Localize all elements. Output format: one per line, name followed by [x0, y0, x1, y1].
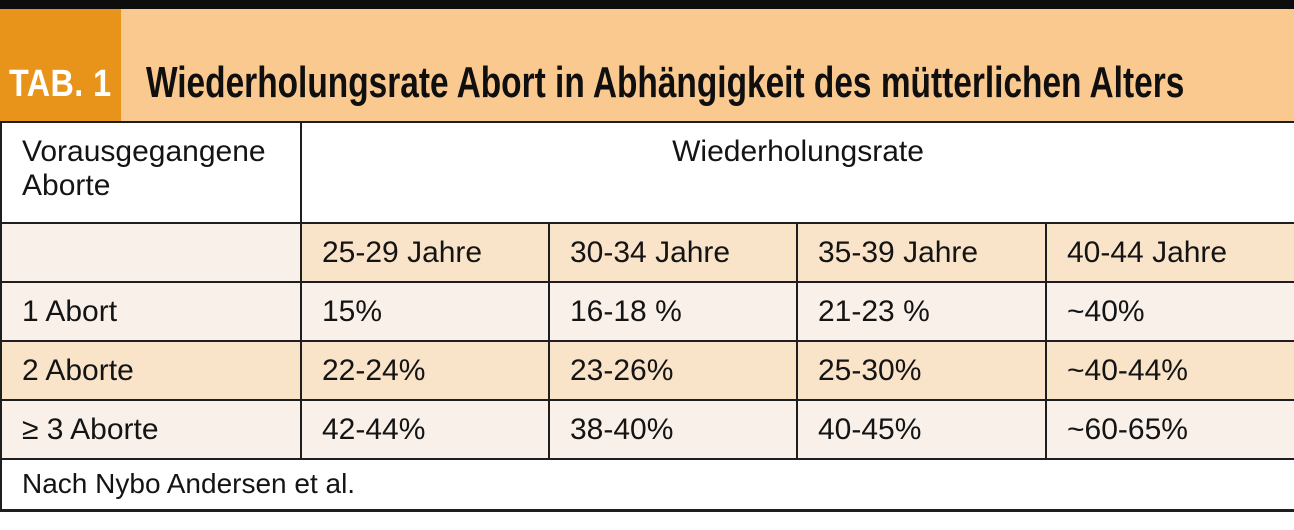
- row-label: ≥ 3 Aborte: [0, 399, 302, 460]
- value-cell: 22-24%: [300, 340, 550, 401]
- value-cell: 16-18 %: [548, 281, 798, 342]
- age-column-header: 35-39 Jahre: [796, 222, 1047, 283]
- group-header-cell: Wiederholungsrate: [300, 121, 1294, 224]
- table-row: ≥ 3 Aborte 42-44% 38-40% 40-45% ~60-65%: [0, 399, 1294, 460]
- age-column-header: 25-29 Jahre: [300, 222, 550, 283]
- table-header-row: Vorausgegangene Aborte Wiederholungsrate: [0, 121, 1294, 224]
- value-cell: 21-23 %: [796, 281, 1047, 342]
- source-note: Nach Nybo Andersen et al.: [0, 458, 1294, 511]
- figure-title: Wiederholungsrate Abort in Abhängigkeit …: [145, 58, 1184, 107]
- source-row: Nach Nybo Andersen et al.: [0, 458, 1294, 511]
- table-number-badge: TAB. 1: [0, 9, 121, 121]
- table-number-label: TAB. 1: [9, 63, 112, 105]
- row-label: 2 Aborte: [0, 340, 302, 401]
- value-cell: 40-45%: [796, 399, 1047, 460]
- value-cell: 15%: [300, 281, 550, 342]
- top-rule: [0, 0, 1294, 9]
- age-header-row: 25-29 Jahre 30-34 Jahre 35-39 Jahre 40-4…: [0, 222, 1294, 283]
- table-row: 2 Aborte 22-24% 23-26% 25-30% ~40-44%: [0, 340, 1294, 401]
- corner-header-cell: Vorausgegangene Aborte: [0, 121, 302, 224]
- value-cell: ~40-44%: [1045, 340, 1294, 401]
- value-cell: ~60-65%: [1045, 399, 1294, 460]
- value-cell: 42-44%: [300, 399, 550, 460]
- figure-title-bar: Wiederholungsrate Abort in Abhängigkeit …: [120, 9, 1294, 121]
- data-table: Vorausgegangene Aborte Wiederholungsrate…: [0, 121, 1294, 512]
- empty-corner-cell: [0, 222, 302, 283]
- value-cell: 25-30%: [796, 340, 1047, 401]
- table-row: 1 Abort 15% 16-18 % 21-23 % ~40%: [0, 281, 1294, 342]
- value-cell: 38-40%: [548, 399, 798, 460]
- value-cell: ~40%: [1045, 281, 1294, 342]
- age-column-header: 40-44 Jahre: [1045, 222, 1294, 283]
- figure-header: TAB. 1 Wiederholungsrate Abort in Abhäng…: [0, 9, 1294, 121]
- value-cell: 23-26%: [548, 340, 798, 401]
- age-column-header: 30-34 Jahre: [548, 222, 798, 283]
- row-label: 1 Abort: [0, 281, 302, 342]
